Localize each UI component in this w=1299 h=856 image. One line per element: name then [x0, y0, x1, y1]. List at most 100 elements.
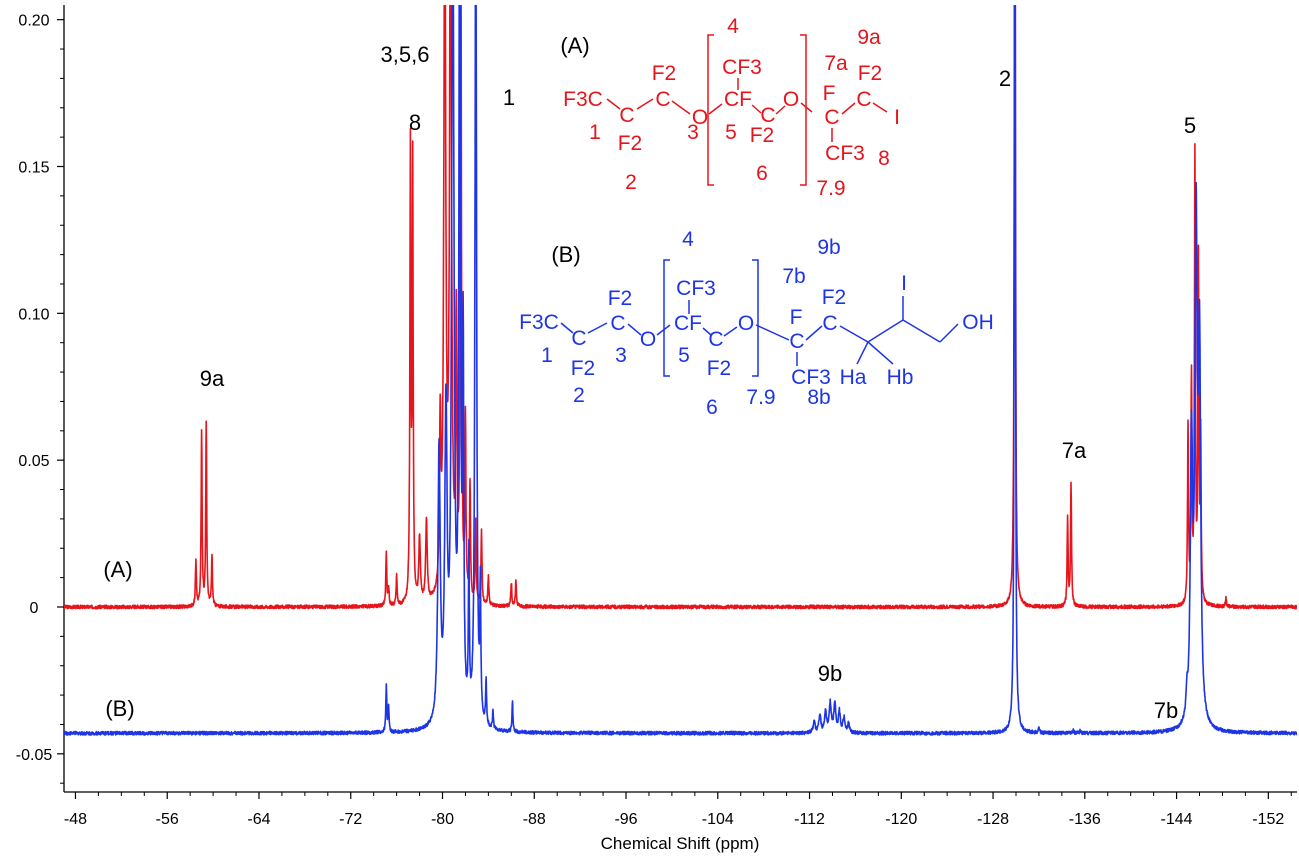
structure-a-num-8: 8	[878, 147, 890, 170]
structure-b-num-7b: 7b	[782, 265, 805, 288]
x-tick-label: -56	[156, 811, 179, 828]
x-tick-label: -104	[702, 811, 734, 828]
structure-a-group-f2-top1: F2	[652, 62, 677, 85]
structure-a-group-i: I	[894, 106, 900, 129]
x-tick-label: -80	[431, 811, 454, 828]
y-tick-label: 0.10	[18, 306, 49, 323]
structure-a: (A) 4 9a 7a 1 3 5 2 6 7.9 8 F3C C F2 F2 …	[560, 15, 900, 200]
x-tick-label: -88	[523, 811, 546, 828]
structure-b-num-5: 5	[678, 344, 690, 367]
peak-label-7b: 7b	[1154, 698, 1178, 723]
structure-b-label: (B)	[551, 242, 580, 267]
x-tick-label: -128	[977, 811, 1009, 828]
structure-b-num-7-9: 7.9	[746, 386, 775, 409]
x-tick-label: -120	[885, 811, 917, 828]
structure-b-num-2: 2	[573, 384, 585, 407]
structure-a-group-o2: O	[783, 88, 799, 111]
peak-label-8: 8	[409, 110, 421, 135]
series-line-b	[64, 5, 1297, 736]
structure-b-num-6: 6	[706, 396, 718, 419]
structure-a-num-1: 1	[589, 121, 601, 144]
x-tick-label: -144	[1161, 811, 1193, 828]
structure-b-group-oh: OH	[962, 311, 994, 334]
structure-b-group-f2-top1: F2	[608, 287, 633, 310]
structure-b: (B) 4 9b 7b 1 3 5 2 6 7.9 8b F3C C F2 F2…	[519, 228, 994, 419]
structure-a-group-f2-ring: F2	[858, 62, 883, 85]
structure-b-group-cf3-b: CF3	[791, 366, 831, 389]
structure-a-group-cf: CF	[724, 88, 752, 111]
structure-a-group-o1: O	[692, 106, 708, 129]
structure-a-num-9a: 9a	[857, 26, 881, 49]
structure-a-group-f: F	[823, 82, 836, 105]
peak-label-7a: 7a	[1062, 438, 1087, 463]
x-tick-label: -72	[339, 811, 362, 828]
structure-b-num-3: 3	[615, 344, 627, 367]
structure-b-group-c4: C	[789, 330, 804, 353]
structure-b-group-o2: O	[738, 312, 754, 335]
structure-b-group-c2: C	[610, 312, 625, 335]
structure-b-group-c5: C	[822, 312, 837, 335]
structure-b-num-1: 1	[541, 344, 553, 367]
peak-label-5: 5	[1184, 113, 1196, 138]
structure-a-group-f2-bot1: F2	[618, 132, 643, 155]
peak-label-2: 2	[999, 66, 1011, 91]
x-tick-label: -48	[64, 811, 87, 828]
structure-a-group-c3: C	[760, 104, 775, 127]
structure-b-group-i: I	[901, 272, 907, 295]
structure-b-num-4: 4	[682, 228, 694, 251]
x-tick-label: -152	[1252, 811, 1284, 828]
y-tick-label: -0.05	[16, 747, 53, 764]
structure-a-num-3: 3	[687, 121, 699, 144]
structure-a-group-f3c: F3C	[563, 88, 603, 111]
structure-b-group-ha: Ha	[840, 366, 867, 389]
structure-a-group-c4: C	[824, 106, 839, 129]
y-tick-label: 0.05	[18, 453, 49, 470]
peak-label-9b: 9b	[818, 661, 842, 686]
x-tick-label: -64	[247, 811, 270, 828]
structure-b-group-o1: O	[640, 328, 656, 351]
structure-a-group-cf3-b: CF3	[825, 142, 865, 165]
x-tick-label: -112	[794, 811, 825, 828]
y-tick-label: 0.15	[18, 160, 49, 177]
structure-a-group-cf3: CF3	[722, 56, 762, 79]
structure-b-group-f2-bot1: F2	[571, 357, 596, 380]
structure-b-group-f3c: F3C	[519, 311, 559, 334]
structure-a-group-c1: C	[619, 104, 634, 127]
structure-a-num-5: 5	[725, 121, 737, 144]
structure-a-num-6: 6	[756, 162, 768, 185]
x-axis-title: Chemical Shift (ppm)	[601, 834, 760, 853]
x-tick-label: -136	[1069, 811, 1101, 828]
peak-label-9a: 9a	[200, 366, 225, 391]
y-tick-label: 0	[30, 600, 39, 617]
structure-a-num-7a: 7a	[824, 52, 848, 75]
structure-b-num-9b: 9b	[817, 236, 840, 259]
structure-b-group-f: F	[790, 306, 803, 329]
structure-a-num-7-9: 7.9	[816, 177, 845, 200]
structure-b-group-cf3: CF3	[676, 277, 716, 300]
peak-label-3-5-6: 3,5,6	[381, 42, 430, 67]
axes: -48 -56 -64 -72 -80 -88 -96 -104 -112 -120 -128 -13…	[16, 5, 1297, 853]
trace-label-a: (A)	[103, 557, 132, 582]
structure-a-num-2: 2	[625, 171, 637, 194]
structure-a-num-4: 4	[727, 15, 739, 38]
structure-b-group-f2-bot2: F2	[707, 357, 732, 380]
structure-b-num-8b: 8b	[807, 386, 830, 409]
y-ticks: 0.20 0.15 0.10 0.05 0 -0.05	[16, 13, 64, 784]
structure-b-group-c3: C	[708, 328, 723, 351]
structure-b-group-c1: C	[571, 327, 586, 350]
structure-b-group-cf: CF	[674, 312, 702, 335]
y-tick-label: 0.20	[18, 13, 49, 30]
structure-a-label: (A)	[560, 33, 589, 58]
structure-a-group-c5: C	[856, 88, 871, 111]
structure-a-group-f2-bot2: F2	[750, 124, 775, 147]
x-tick-label: -96	[614, 811, 637, 828]
structure-b-group-hb: Hb	[887, 366, 914, 389]
series-line-a	[64, 5, 1297, 610]
structure-a-group-c2: C	[655, 88, 670, 111]
peak-labels: 9a 3,5,6 8 1 2 7a 5 9b 7b (A) (B)	[103, 42, 1196, 723]
trace-label-b: (B)	[105, 696, 134, 721]
structure-b-group-f2-ring: F2	[822, 286, 847, 309]
series-layer	[64, 5, 1297, 736]
peak-label-1: 1	[503, 85, 515, 110]
